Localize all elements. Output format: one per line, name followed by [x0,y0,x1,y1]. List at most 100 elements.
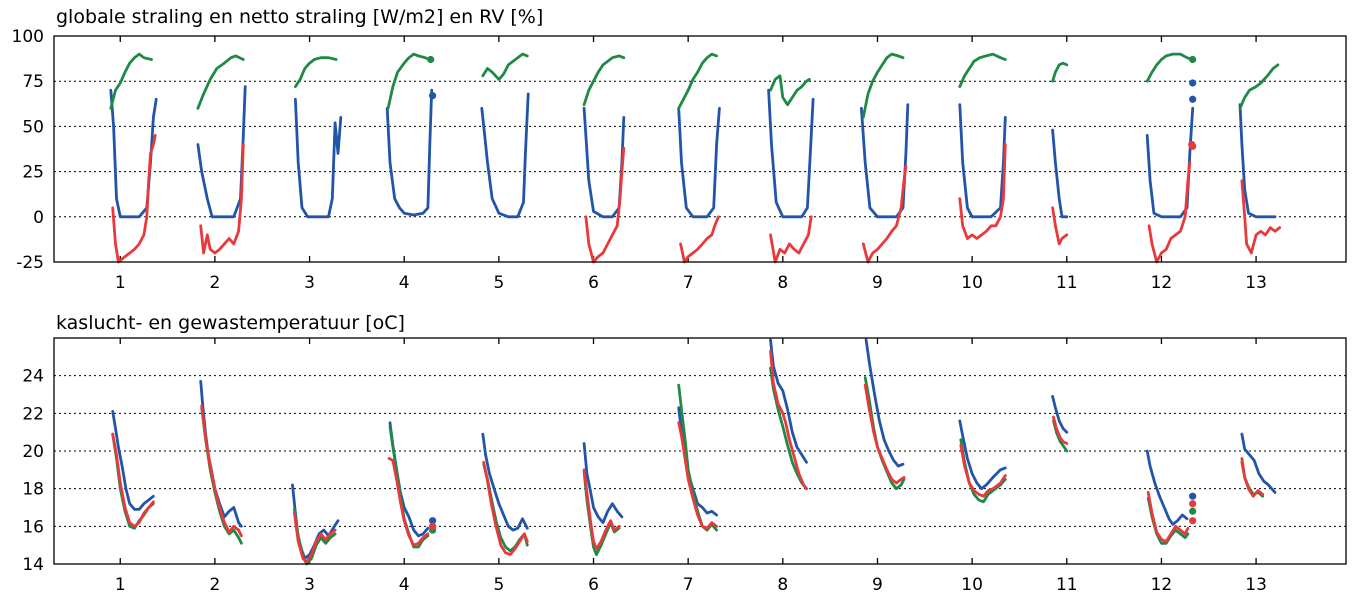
x-tick-label: 4 [399,575,410,595]
series-line [958,52,1007,88]
series-line [1052,415,1069,445]
series-line [959,444,1007,498]
series-line [769,338,808,464]
x-tick-label: 13 [1245,575,1267,595]
x-tick-label: 1 [115,575,126,595]
series-line [111,134,157,264]
series-line [677,52,718,110]
series-line [1146,491,1190,543]
x-tick-label: 11 [1056,575,1078,595]
y-tick-label: 14 [22,555,44,575]
y-tick-label: 22 [22,404,44,424]
y-tick-label: 75 [22,72,44,92]
series-line [1238,63,1280,110]
series-line [863,383,906,485]
series-2 [109,52,1280,119]
series-line [196,54,245,110]
series-line [1238,103,1277,219]
data-point [429,517,437,525]
series-line [1147,161,1192,264]
y-tick-label: 100 [12,27,44,47]
x-tick-label: 7 [683,575,694,595]
x-tick-label: 6 [588,575,599,595]
y-tick-label: 20 [22,442,44,462]
series-line [385,88,434,217]
x-tick-label: 1 [115,273,126,293]
series-line [196,85,247,219]
y-tick-label: 0 [33,208,44,228]
series-line [582,442,624,524]
series-line [481,432,529,532]
x-tick-label: 12 [1151,575,1173,595]
series-line [1145,52,1194,83]
x-tick-label: 12 [1151,273,1173,293]
x-tick-label: 2 [209,273,220,293]
data-point [427,55,435,64]
series-line [861,164,908,264]
x-tick-label: 10 [961,273,983,293]
series-line [200,404,243,538]
x-tick-label: 3 [304,575,315,595]
x-tick-label: 9 [872,575,883,595]
series-line [582,468,621,551]
series-line [1051,61,1069,83]
chart-2-title: kaslucht- en gewastemperatuur [oC] [56,312,405,334]
x-tick-label: 13 [1245,273,1267,293]
series-3 [111,134,1282,264]
data-point [429,522,437,530]
series-line [200,406,243,545]
series-line [1051,206,1069,246]
series-line [482,460,529,556]
series-line [958,143,1007,240]
y-tick-label: 50 [22,117,44,137]
series-line [582,54,626,107]
series-line [480,92,530,219]
x-tick-label: 9 [872,273,883,293]
x-tick-label: 6 [588,273,599,293]
series-line [1240,432,1277,494]
series-line [769,349,808,491]
series-line [861,52,905,119]
x-tick-label: 8 [777,575,788,595]
x-tick-label: 3 [304,273,315,293]
y-tick-label: 24 [22,367,44,387]
series-line [767,88,815,219]
series-line [677,421,718,530]
series-line [1145,449,1189,526]
x-tick-label: 11 [1056,273,1078,293]
series-line [388,425,430,549]
data-point [1189,500,1197,508]
series-line [1240,457,1265,498]
series-line [109,88,158,219]
series-line [109,52,153,110]
y-tick-label: 16 [22,517,44,537]
series-1 [111,338,1277,560]
series-2 [111,366,1265,566]
series-line [111,410,155,511]
series-line [582,106,626,219]
series-line [863,376,906,491]
data-point [429,92,437,100]
data-point [1189,492,1197,500]
series-line [293,511,337,564]
y-tick-label: 18 [22,480,44,500]
series-line [1051,128,1069,219]
x-tick-label: 10 [961,575,983,595]
x-tick-label: 2 [209,575,220,595]
series-line [199,143,245,255]
series-line [860,103,910,219]
series-line [769,215,813,264]
data-point [1189,55,1197,64]
y-tick-label: -25 [16,253,44,273]
chart-1-title: globale straling en netto straling [W/m2… [56,6,544,28]
y-tick-label: 25 [22,163,44,183]
series-line [111,432,155,528]
series-line [958,103,1007,219]
series-line [677,106,721,219]
series-line [294,97,343,219]
x-tick-label: 5 [493,273,504,293]
data-point [1189,507,1197,515]
